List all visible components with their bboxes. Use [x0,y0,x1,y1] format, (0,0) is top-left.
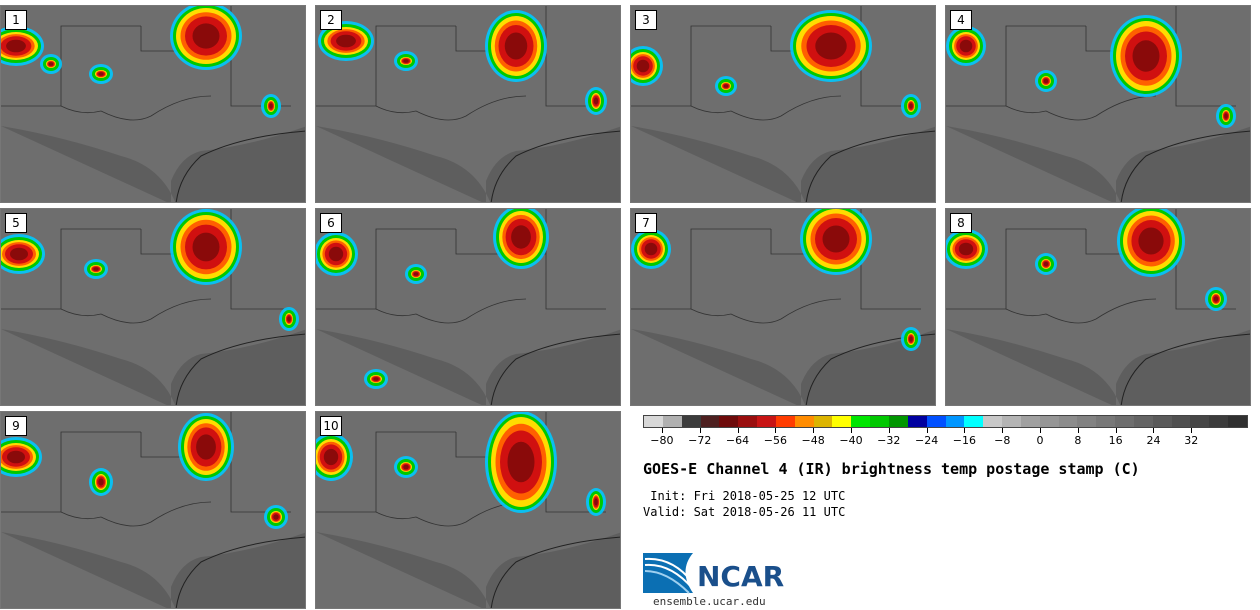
map-panel-2: 2 [315,5,621,203]
colorbar-segment [832,416,852,427]
panel-label: 9 [5,416,27,436]
colorbar-segment [1190,416,1210,427]
figure-title: GOES-E Channel 4 (IR) brightness temp po… [643,460,1140,478]
colorbar-segment [700,416,720,427]
colorbar-tick-label: −56 [763,434,787,447]
colorbar-tick-label: −72 [688,434,712,447]
colorbar-tick [850,428,852,433]
colorbar-tick [1077,428,1079,433]
colorbar-tick-label: −32 [877,434,901,447]
colorbar-segment [1077,416,1097,427]
colorbar-tick-label: −48 [801,434,825,447]
colorbar-tick [1002,428,1004,433]
colorbar-ticks: −80 −72 −64 −56 −48 −40 −32 −24 −16 −8 0 8 16 24 32 [643,428,1248,450]
colorbar-segment [1039,416,1059,427]
colorbar-segment [719,416,739,427]
colorbar-segment [888,416,908,427]
panel-label: 3 [635,10,657,30]
map-panel-4: 4 [945,5,1251,203]
colorbar-tick [1115,428,1117,433]
colorbar-tick-label: 8 [1074,434,1082,447]
panel-label: 4 [950,10,972,30]
colorbar-segment [775,416,795,427]
colorbar-tick-label: −80 [650,434,674,447]
colorbar-segment [964,416,984,427]
colorbar-tick [1191,428,1193,433]
map-panel-5: 5 [0,208,306,406]
colorbar-segment [757,416,776,427]
colorbar-tick [888,428,890,433]
colorbar-tick-label: −8 [994,434,1011,447]
colorbar-segment [983,416,1003,427]
colorbar-segment [662,416,682,427]
ncar-logo-icon [643,553,694,594]
map-panel-10: 10 [315,411,621,609]
colorbar-tick-label: 24 [1146,434,1161,447]
colorbar-tick-label: −40 [839,434,863,447]
map-panel-6: 6 [315,208,621,406]
colorbar [643,415,1248,428]
logo-text: NCAR [697,560,785,593]
colorbar-segment [794,416,814,427]
colorbar-segment [1133,416,1153,427]
map-panel-8: 8 [945,208,1251,406]
panel-label: 8 [950,213,972,233]
map-panel-9: 9 [0,411,306,609]
colorbar-segment [1002,416,1021,427]
colorbar-tick [964,428,966,433]
colorbar-segment [1209,416,1229,427]
colorbar-segment [907,416,927,427]
colorbar-tick [737,428,739,433]
colorbar-segment [1171,416,1191,427]
colorbar-segment [738,416,758,427]
colorbar-tick-label: −64 [725,434,750,447]
panel-label: 1 [5,10,27,30]
colorbar-tick-label: 0 [1036,434,1044,447]
colorbar-tick [813,428,815,433]
colorbar-segment [870,416,889,427]
colorbar-tick [661,428,663,433]
colorbar-tick [1040,428,1042,433]
colorbar-segment [1152,416,1172,427]
colorbar-segment [945,416,965,427]
valid-time: Valid: Sat 2018-05-26 11 UTC [643,505,846,519]
panel-label: 6 [320,213,342,233]
colorbar-segment [1096,416,1116,427]
colorbar-segment [1228,416,1247,427]
panel-label: 10 [320,416,342,436]
colorbar-tick-label: 32 [1184,434,1199,447]
colorbar-segment [813,416,833,427]
colorbar-tick-label: 16 [1108,434,1123,447]
colorbar-segment [681,416,701,427]
colorbar-tick [775,428,777,433]
colorbar-segment [1058,416,1078,427]
colorbar-segment [926,416,946,427]
colorbar-segment [644,416,663,427]
panel-label: 5 [5,213,27,233]
map-panel-3: 3 [630,5,936,203]
map-panel-7: 7 [630,208,936,406]
panel-label: 7 [635,213,657,233]
colorbar-tick [1153,428,1155,433]
colorbar-segment [1020,416,1040,427]
map-panel-1: 1 [0,5,306,203]
colorbar-tick-label: −24 [914,434,939,447]
logo-url: ensemble.ucar.edu [653,595,766,608]
colorbar-tick [699,428,701,433]
colorbar-segment [1115,416,1134,427]
init-time: Init: Fri 2018-05-25 12 UTC [643,489,846,503]
colorbar-segment [851,416,871,427]
colorbar-tick [926,428,928,433]
panel-label: 2 [320,10,342,30]
colorbar-tick-label: −16 [952,434,977,447]
